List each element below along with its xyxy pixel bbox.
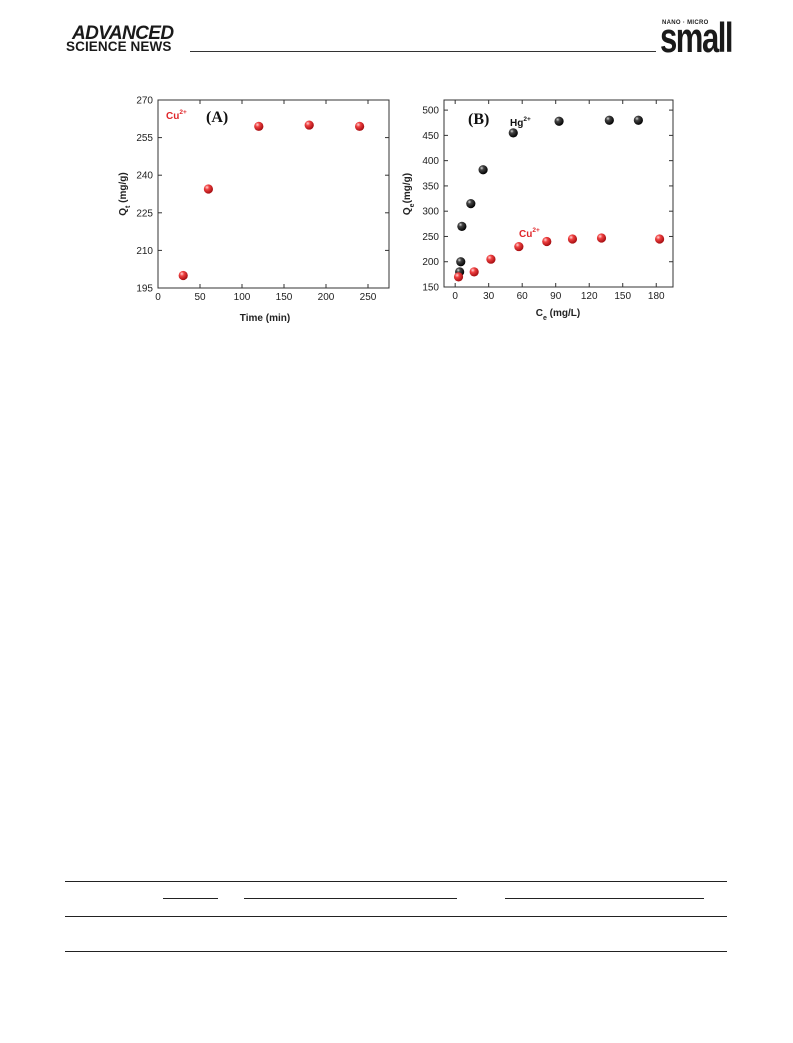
x-tick-label: 0: [155, 292, 161, 303]
x-tick-label: 90: [550, 291, 562, 302]
y-tick-label: 225: [136, 208, 153, 219]
x-axis-tail: (mg/L): [547, 308, 580, 319]
data-point-cu: [486, 254, 496, 264]
y-tick-label: 500: [422, 106, 439, 117]
data-point-cu: [542, 236, 552, 247]
x-tick-label: 150: [276, 292, 293, 303]
legend-cu-sup: 2+: [532, 227, 540, 234]
legend-cu-name: Cu: [519, 229, 532, 240]
data-point-cu: [254, 121, 264, 131]
legend-hg-name: Hg: [510, 118, 523, 129]
data-point-hg: [508, 128, 518, 138]
panel-label: (B): [468, 111, 489, 128]
legend-cu-name: Cu: [166, 111, 179, 122]
y-axis-tail: (mg/g): [402, 173, 413, 204]
data-point-hg: [633, 115, 643, 125]
y-tick-label: 255: [136, 133, 153, 144]
x-tick-label: 60: [517, 291, 529, 302]
publisher-logo-line2: SCIENCE NEWS: [66, 39, 172, 54]
y-tick-label: 300: [422, 207, 439, 218]
y-tick-label: 200: [422, 257, 439, 268]
chart-panel-b: 150 200 250 300 350 400 450 500 0 30 60 90 120 150 18…: [402, 99, 674, 322]
y-tick-label: 250: [422, 232, 439, 243]
x-tick-label: 100: [234, 292, 251, 303]
table-bottom-rule: [65, 951, 727, 952]
legend-label-cu: Cu2+: [519, 227, 540, 240]
y-tick-label: 270: [136, 96, 153, 107]
table-sub-rule-2: [244, 898, 457, 899]
y-axis-main: Q: [402, 207, 413, 215]
legend-label-hg: Hg2+: [510, 116, 531, 129]
x-axis-title: Ce (mg/L): [536, 308, 580, 322]
y-axis-title: Qt (mg/g): [118, 172, 132, 215]
plot-frame: [157, 99, 390, 289]
y-axis-main: Q: [118, 208, 129, 216]
y-tick-label: 400: [422, 156, 439, 167]
y-tick-label: 350: [422, 181, 439, 192]
x-tick-label: 200: [318, 292, 335, 303]
data-point-cu: [203, 184, 213, 194]
x-tick-label: 30: [483, 291, 495, 302]
data-point-cu: [514, 241, 524, 252]
x-axis-main: C: [536, 308, 543, 319]
data-point-hg: [457, 221, 467, 231]
data-point-cu: [469, 267, 479, 277]
x-tick-label: 180: [648, 291, 665, 302]
journal-logo: small: [660, 14, 734, 61]
x-axis-title: Time (min): [240, 313, 290, 324]
data-point-cu: [453, 272, 464, 282]
data-point-cu: [355, 121, 365, 131]
table-sub-rule-3: [505, 898, 704, 899]
y-axis-sub: t: [125, 205, 132, 208]
y-tick-label: 195: [136, 284, 153, 295]
page-header: ADVANCED SCIENCE NEWS NANO · MICRO small: [0, 0, 793, 70]
y-tick-label: 150: [422, 283, 439, 294]
chart-panel-a: 195 210 225 240 255 270 0 50 100 150 200 250 (A) C…: [118, 96, 390, 324]
y-tick-label: 240: [136, 171, 153, 182]
journal-kicker: NANO · MICRO: [662, 20, 709, 26]
y-axis-title: Qe(mg/g): [402, 173, 416, 215]
data-point-cu: [654, 234, 665, 244]
x-tick-label: 120: [581, 291, 598, 302]
data-point-hg: [478, 165, 488, 175]
header-divider: [190, 51, 656, 52]
legend-hg-sup: 2+: [523, 116, 531, 123]
y-tick-label: 210: [136, 246, 153, 257]
y-axis-sub: e: [409, 203, 416, 207]
data-point-cu: [567, 234, 578, 244]
y-axis-tail: (mg/g): [118, 172, 129, 205]
data-point-hg: [554, 116, 564, 126]
table-sub-rule-1: [163, 898, 218, 899]
legend-label-cu: Cu2+: [166, 109, 187, 122]
publisher-logo-line1: ADVANCED: [72, 23, 174, 44]
data-point-hg: [466, 199, 476, 209]
plot-frame: [443, 99, 674, 288]
y-tick-label: 450: [422, 131, 439, 142]
x-tick-label: 150: [614, 291, 631, 302]
x-axis-sub: e: [543, 315, 547, 322]
data-point-hg: [456, 257, 466, 267]
table-top-rule: [65, 881, 727, 882]
x-tick-label: 0: [452, 291, 458, 302]
data-point-hg: [604, 115, 614, 125]
x-tick-label: 50: [194, 292, 206, 303]
data-point-cu: [304, 120, 314, 130]
table-header-rule: [65, 916, 727, 917]
data-point-cu: [178, 270, 188, 281]
legend-cu-sup: 2+: [179, 109, 187, 116]
x-tick-label: 250: [360, 292, 377, 303]
data-point-cu: [596, 233, 607, 243]
panel-label: (A): [206, 109, 228, 126]
